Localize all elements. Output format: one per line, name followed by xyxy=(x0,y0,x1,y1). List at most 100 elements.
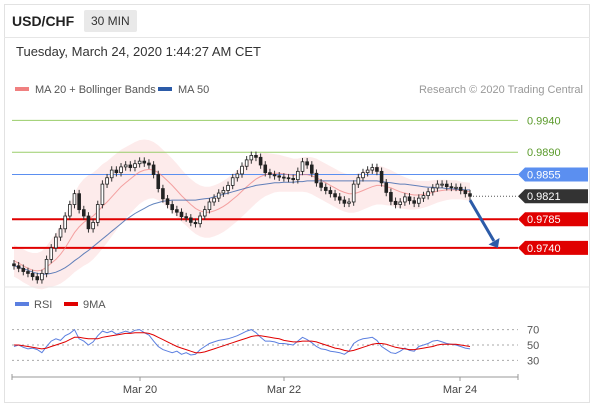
candle-body xyxy=(193,221,198,225)
candle-body xyxy=(370,167,375,171)
candle-body xyxy=(407,196,412,202)
rsi-line xyxy=(13,328,471,356)
ma50-line xyxy=(13,180,470,275)
candle-body xyxy=(268,172,272,175)
candle-body xyxy=(128,164,133,168)
rsi-level-label: 70 xyxy=(527,325,539,337)
legend-label-rsi-ma: 9MA xyxy=(83,299,106,311)
candle-body xyxy=(86,215,91,230)
price-legend: MA 20 + Bollinger Bands MA 50 xyxy=(15,84,209,96)
candle-body xyxy=(361,172,365,179)
candle-body xyxy=(440,183,444,186)
candle-body xyxy=(300,161,305,172)
level-label-resistance: 0.9940 xyxy=(527,115,561,127)
candle-body xyxy=(235,173,240,179)
candle-body xyxy=(184,216,188,219)
candle-body xyxy=(412,200,416,204)
level-label-current: 0.9821 xyxy=(527,191,561,203)
timestamp: Tuesday, March 24, 2020 1:44:27 AM CET xyxy=(16,44,261,59)
candle-body xyxy=(323,186,328,191)
candle-body xyxy=(463,190,468,195)
candle-body xyxy=(207,201,212,211)
candle-body xyxy=(263,164,268,174)
candle-body xyxy=(244,159,249,167)
candle-body xyxy=(393,200,398,205)
candle-body xyxy=(221,190,226,194)
x-tick-label: Mar 20 xyxy=(123,384,157,396)
candle-body xyxy=(16,265,21,269)
candle-body xyxy=(296,170,300,181)
level-label-support: 0.9740 xyxy=(527,243,561,255)
candle-body xyxy=(379,170,384,184)
candle-body xyxy=(337,196,342,201)
candle-body xyxy=(430,187,435,193)
legend-swatch-rsi xyxy=(15,302,29,306)
candle-body xyxy=(147,162,151,166)
candle-body xyxy=(328,190,333,195)
symbol-label: USD/CHF xyxy=(12,13,75,29)
legend-swatch-bollinger xyxy=(15,87,29,91)
candle-body xyxy=(123,164,128,168)
candle-body xyxy=(417,197,421,204)
level-badge-support xyxy=(518,212,588,227)
candle-body xyxy=(314,172,319,184)
candle-body xyxy=(458,186,463,191)
candle-body xyxy=(35,276,40,281)
legend-label-ma50: MA 50 xyxy=(178,84,209,96)
candle-body xyxy=(249,155,254,161)
candle-body xyxy=(291,177,295,181)
candle-body xyxy=(212,197,216,203)
candle-body xyxy=(105,177,109,185)
candle-body xyxy=(12,263,16,267)
candle-body xyxy=(347,201,351,204)
candle-body xyxy=(403,196,407,203)
candle-body xyxy=(435,183,440,189)
candle-body xyxy=(114,169,119,174)
x-tick-label: Mar 24 xyxy=(443,384,477,396)
candle-body xyxy=(189,217,193,223)
candle-body xyxy=(356,177,361,185)
candle-body xyxy=(216,192,221,199)
candle-body xyxy=(342,199,347,204)
rsi-levels: 70 50 30 xyxy=(12,325,539,367)
candle-body xyxy=(421,195,426,199)
price-level-labels: 0.9940 0.9890 0.9855 0.9821 0.9785 0.9740 xyxy=(518,115,588,255)
level-badge-current xyxy=(518,189,588,204)
candle-body xyxy=(454,186,458,189)
credit-text: Research © 2020 Trading Central xyxy=(419,84,583,96)
candle-body xyxy=(319,182,323,188)
candle-body xyxy=(44,258,49,274)
rsi-level-label: 50 xyxy=(527,340,539,352)
timeframe-button[interactable]: 30 MIN xyxy=(84,10,137,32)
candle-body xyxy=(82,209,86,217)
level-label-resistance: 0.9890 xyxy=(527,147,561,159)
forecast-arrow-shaft xyxy=(468,199,496,242)
forecast-arrow xyxy=(468,199,500,248)
candle-body xyxy=(254,155,258,158)
chart-header: USD/CHF 30 MIN xyxy=(4,4,590,38)
forecast-arrow-head xyxy=(488,238,500,248)
candle-body xyxy=(156,174,161,189)
rsi-legend: RSI 9MA xyxy=(15,299,106,311)
legend-label-bollinger: MA 20 + Bollinger Bands xyxy=(35,84,156,96)
legend-label-rsi: RSI xyxy=(34,299,52,311)
candle-body xyxy=(333,193,337,198)
candle-body xyxy=(389,192,393,202)
candle-body xyxy=(305,161,309,166)
candle-body xyxy=(26,271,30,274)
candle-body xyxy=(40,273,44,281)
candle-body xyxy=(444,183,449,188)
candle-body xyxy=(365,169,370,174)
level-badge-support xyxy=(518,240,588,255)
candles xyxy=(12,151,472,284)
legend-swatch-ma50 xyxy=(158,87,172,91)
candle-body xyxy=(119,166,123,174)
candle-body xyxy=(95,204,100,223)
candle-body xyxy=(426,191,430,197)
candle-body xyxy=(272,174,277,177)
candle-body xyxy=(258,156,263,166)
candle-body xyxy=(286,177,291,180)
bollinger-band-area xyxy=(14,139,470,290)
rsi-lines xyxy=(13,328,471,356)
